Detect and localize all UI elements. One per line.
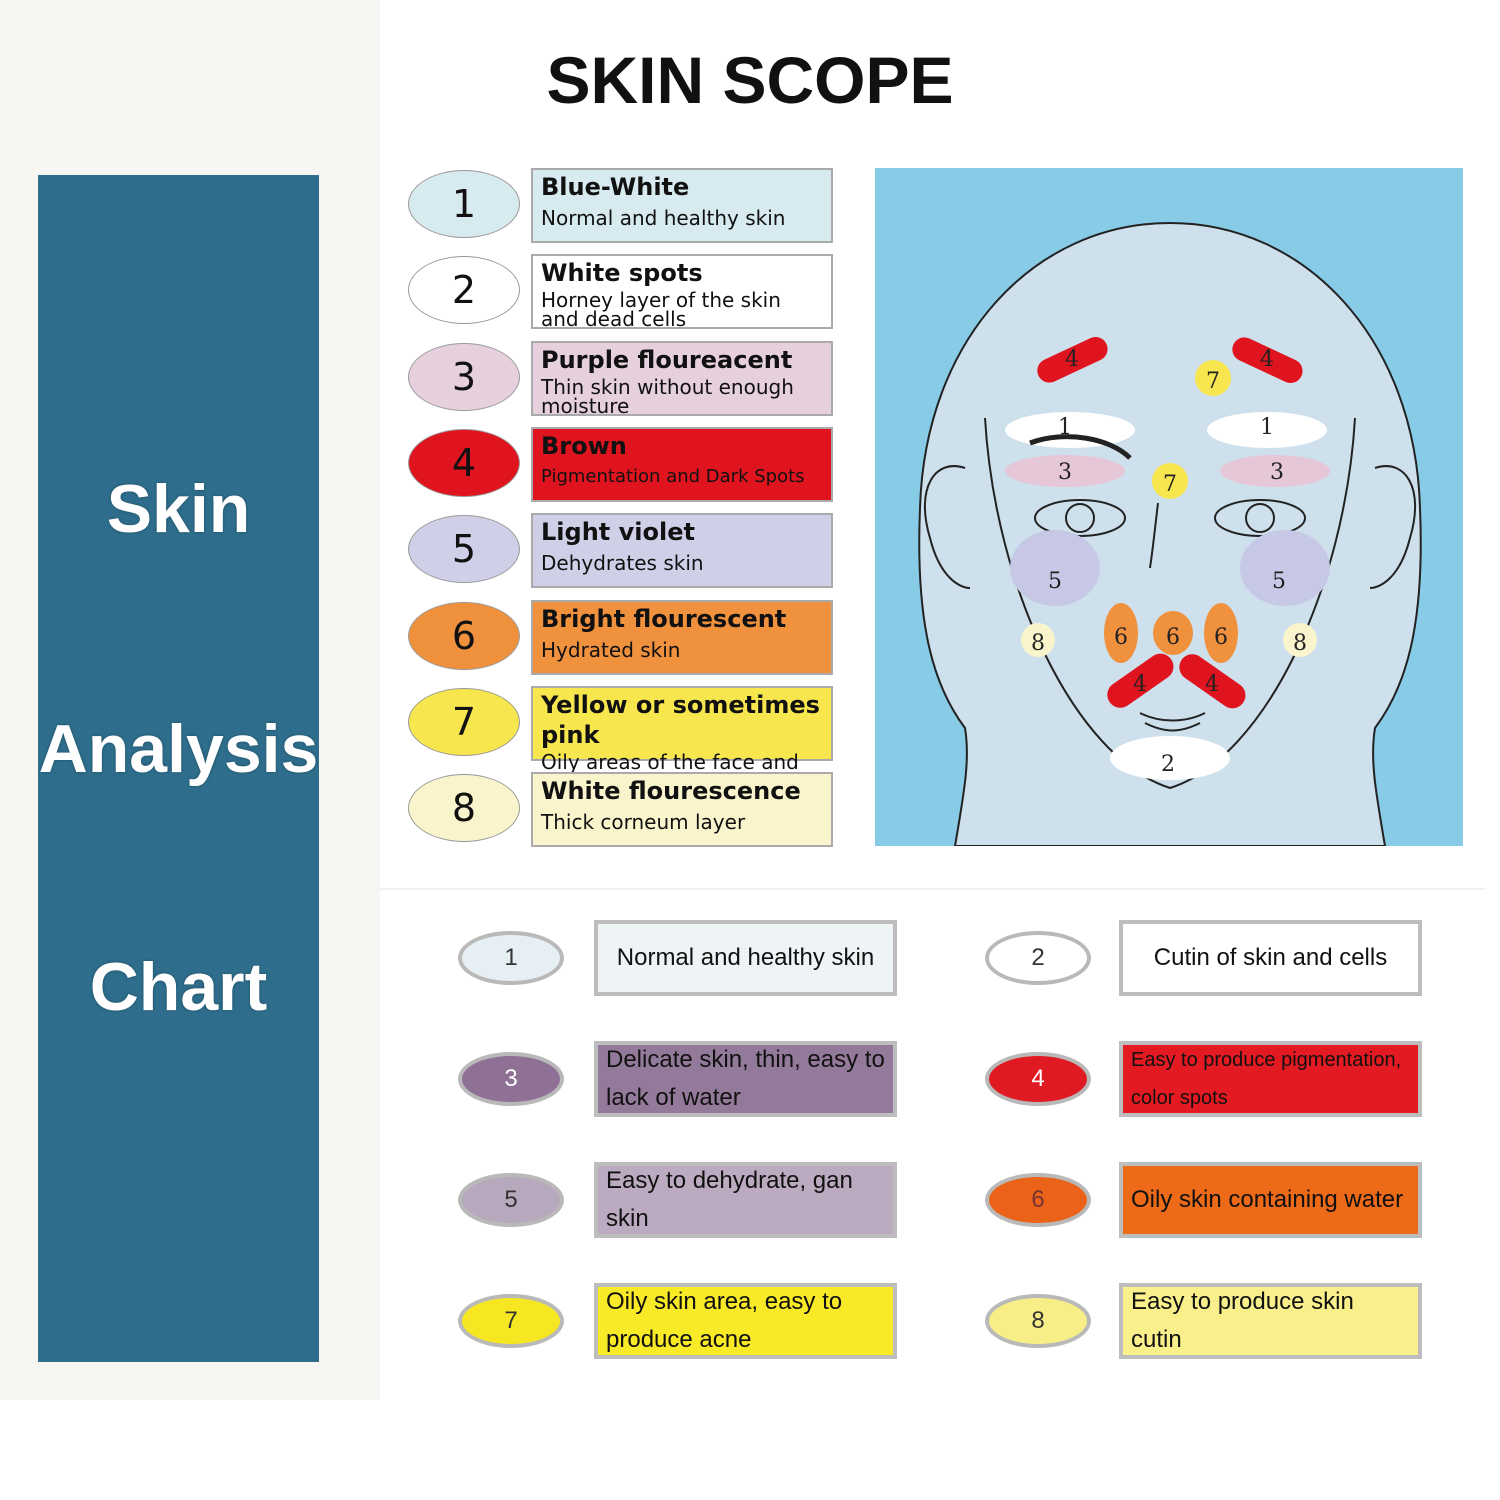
legend-oval-3: 3 [408,342,520,411]
face-marker-4: 4 [1065,347,1079,372]
legend-oval-6: 6 [408,601,520,670]
legend-box-4: Brown Pigmentation and Dark Spots [531,426,833,502]
bottom-oval-6: 6 [985,1173,1091,1227]
face-marker-4: 4 [1260,347,1274,372]
face-marker-5: 5 [1272,569,1286,594]
bottom-box-3: Delicate skin, thin, easy to lack of wat… [594,1041,897,1117]
legend-heading: Light violet [541,518,695,547]
face-marker-4: 4 [1205,672,1219,697]
face-marker-6: 6 [1166,625,1180,650]
bottom-oval-3: 3 [458,1052,564,1106]
legend-description: Normal and healthy skin [541,206,786,230]
legend-box-2: White spots Horney layer of the skin and … [531,254,833,332]
legend-box-6: Bright flourescent Hydrated skin [531,599,833,675]
face-marker-8: 8 [1293,631,1307,656]
legend-oval-8: 8 [408,774,520,843]
bottom-box-2: Cutin of skin and cells [1119,920,1422,996]
legend-heading: Yellow or sometimes pink [541,690,820,749]
bottom-box-7: Oily skin area, easy to produce acne [594,1283,897,1359]
face-marker-1: 1 [1260,415,1274,440]
face-marker-8: 8 [1031,631,1045,656]
face-marker-6: 6 [1114,625,1128,650]
face-marker-5: 5 [1048,569,1062,594]
legend-description: Dehydrates skin [541,551,704,576]
face-marker-2: 2 [1161,752,1175,777]
legend-heading: Purple floureacent [541,345,793,374]
face-marker-7: 7 [1163,472,1177,497]
legend-heading: Blue-White [541,173,690,201]
side-label-skin: Skin [106,471,251,547]
legend-box-5: Light violet Dehydrates skin [531,513,833,589]
face-marker-4: 4 [1133,672,1147,697]
bottom-box-5: Easy to dehydrate, gan skin [594,1162,897,1238]
legend-oval-1: 1 [408,170,520,238]
bottom-box-1: Normal and healthy skin [594,920,897,996]
bottom-box-8: Easy to produce skin cutin [1119,1283,1422,1359]
legend-heading: Bright flourescent [541,604,787,633]
face-marker-3: 3 [1270,460,1284,485]
face-marker-7: 7 [1206,369,1220,394]
bottom-oval-8: 8 [985,1294,1091,1348]
legend-oval-4: 4 [408,428,520,497]
bottom-oval-1: 1 [458,931,564,985]
legend-heading: White spots [541,259,703,288]
legend-box-7: Yellow or sometimes pink Oily areas of th… [531,685,833,791]
side-label-analysis: Analysis [38,711,319,787]
bottom-oval-2: 2 [985,931,1091,985]
legend-oval-5: 5 [408,515,520,584]
legend-oval-7: 7 [408,687,520,756]
bottom-oval-4: 4 [985,1052,1091,1106]
legend-box-1: Blue-White Normal and healthy skin [531,168,833,243]
legend-description: Pigmentation and Dark Spots [541,465,805,487]
legend-description: Thick corneum layer [541,810,746,835]
bottom-oval-7: 7 [458,1294,564,1348]
face-marker-3: 3 [1058,460,1072,485]
legend-oval-2: 2 [408,256,520,325]
face-marker-1: 1 [1058,415,1072,440]
legend-heading: Brown [541,431,627,460]
legend-box-8: White flourescence Thick corneum layer [531,772,833,848]
bottom-oval-5: 5 [458,1173,564,1227]
bottom-box-4: Easy to produce pigmentation, color spot… [1119,1041,1422,1117]
side-label-chart: Chart [89,949,268,1025]
legend-heading: White flourescence [541,777,801,806]
legend-description: Horney layer of the skin and dead cells [541,288,781,332]
page-title: SKIN SCOPE [546,43,954,117]
bottom-box-6: Oily skin containing water [1119,1162,1422,1238]
side-banner: Skin Analysis Chart [38,175,319,1362]
legend-description: Hydrated skin [541,637,681,662]
section-divider [380,888,1485,890]
face-marker-6: 6 [1214,625,1228,650]
legend-description: Thin skin without enough moisture [541,374,794,418]
legend-box-3: Purple floureacent Thin skin without enou… [531,340,833,418]
